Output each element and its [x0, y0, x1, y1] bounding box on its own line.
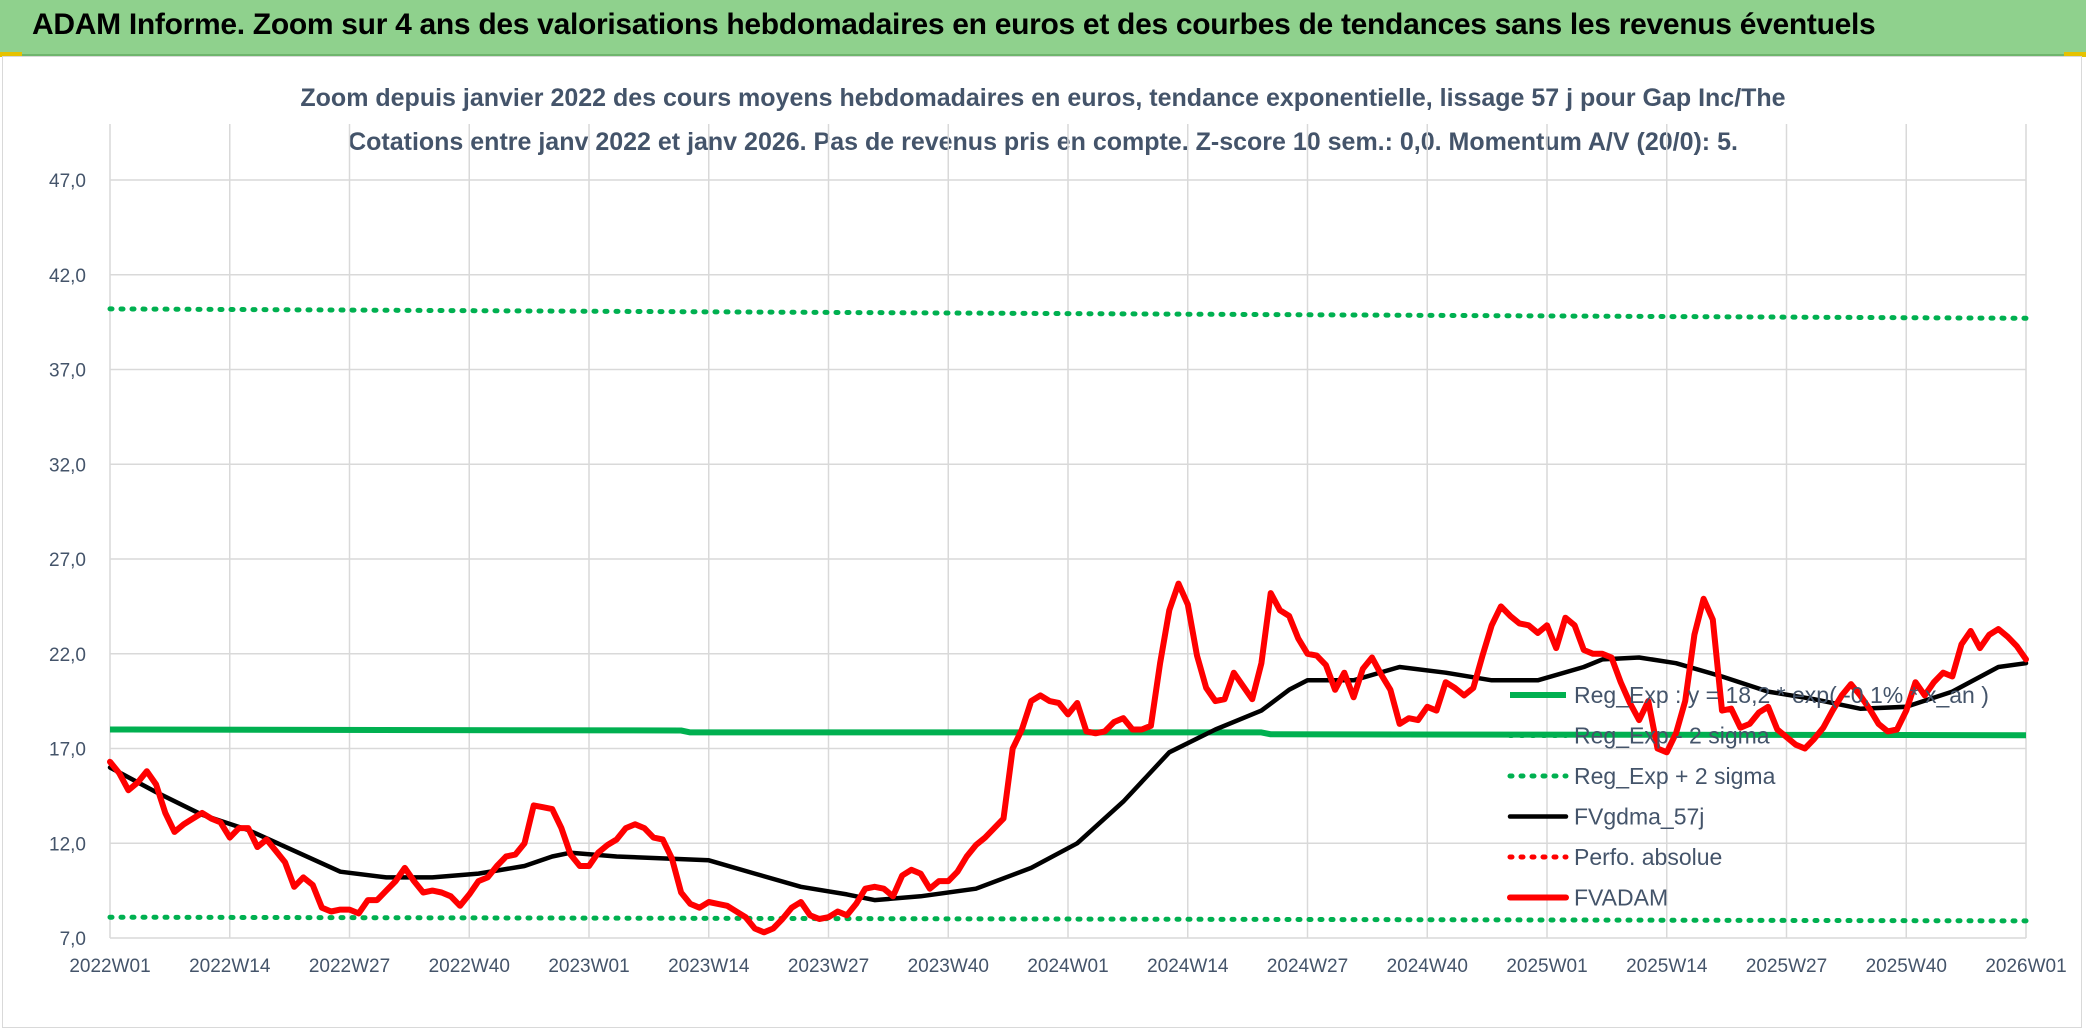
- x-tick-label: 2024W14: [1147, 956, 1229, 977]
- x-axis: 2022W01 2022W14 2022W27 2022W40 2023W01 2023W…: [69, 956, 2066, 977]
- series-line-reg-exp-2-sigma: [107, 306, 2029, 321]
- y-tick-label: 12,0: [49, 834, 86, 855]
- x-tick-label: 2022W14: [189, 956, 271, 977]
- x-tick-label: 2022W01: [69, 956, 150, 977]
- x-tick-label: 2023W01: [548, 956, 629, 977]
- x-tick-label: 2023W14: [668, 956, 750, 977]
- grid-lines: [109, 124, 2027, 939]
- x-tick-label: 2025W14: [1626, 956, 1708, 977]
- chart-title: Zoom depuis janvier 2022 des cours moyen…: [300, 84, 1786, 112]
- y-tick-label: 27,0: [49, 550, 86, 571]
- x-tick-label: 2025W40: [1866, 956, 1947, 977]
- report-title: ADAM Informe. Zoom sur 4 ans des valoris…: [32, 8, 1876, 41]
- banner-accent-left: [0, 52, 22, 57]
- series-line-fvgdma-57j: [107, 655, 2029, 903]
- x-tick-label: 2023W40: [908, 956, 989, 977]
- y-tick-label: 22,0: [49, 645, 86, 666]
- series-group: [107, 306, 2029, 936]
- y-axis: 7,0 12,0 17,0 22,0 27,0 32,0 37,0 42,0 47,0: [49, 171, 86, 950]
- series-line-reg-exp-y-18-2-exp-0-1-x-an: [109, 726, 2027, 739]
- legend-entry-label: Reg_Exp - 2 sigma: [1574, 723, 1770, 749]
- x-tick-label: 2025W27: [1746, 956, 1827, 977]
- x-tick-label: 2025W01: [1506, 956, 1587, 977]
- x-tick-label: 2024W27: [1267, 956, 1348, 977]
- legend: Reg_Exp : y = 18,2 * exp( -0,1% * x_an )…: [1507, 682, 1989, 911]
- y-tick-label: 47,0: [49, 171, 86, 192]
- x-tick-label: 2026W01: [1985, 956, 2066, 977]
- legend-entry-label: FVADAM: [1574, 885, 1668, 911]
- banner-accent-right: [2064, 52, 2086, 57]
- legend-entry-label: Reg_Exp : y = 18,2 * exp( -0,1% * x_an ): [1574, 682, 1989, 708]
- chart-subtitle: Cotations entre janv 2022 et janv 2026. …: [348, 128, 1738, 156]
- y-tick-label: 17,0: [49, 740, 86, 761]
- x-tick-label: 2022W27: [309, 956, 390, 977]
- legend-entry-label: Perfo. absolue: [1574, 844, 1722, 870]
- chart-frame: [2, 56, 2082, 1028]
- y-tick-label: 37,0: [49, 361, 86, 382]
- series-line-fvadam: [107, 580, 2029, 936]
- y-tick-label: 42,0: [49, 266, 86, 287]
- x-tick-label: 2023W27: [788, 956, 869, 977]
- x-tick-label: 2024W40: [1387, 956, 1468, 977]
- series-line-reg-exp-2-sigma: [107, 914, 2029, 924]
- x-tick-label: 2022W40: [429, 956, 510, 977]
- y-tick-label: 7,0: [60, 929, 86, 950]
- legend-entry-label: Reg_Exp + 2 sigma: [1574, 763, 1776, 789]
- y-tick-label: 32,0: [49, 455, 86, 476]
- x-tick-label: 2024W01: [1027, 956, 1108, 977]
- report-banner: ADAM Informe. Zoom sur 4 ans des valoris…: [0, 0, 2086, 56]
- legend-entry-label: FVgdma_57j: [1574, 804, 1704, 830]
